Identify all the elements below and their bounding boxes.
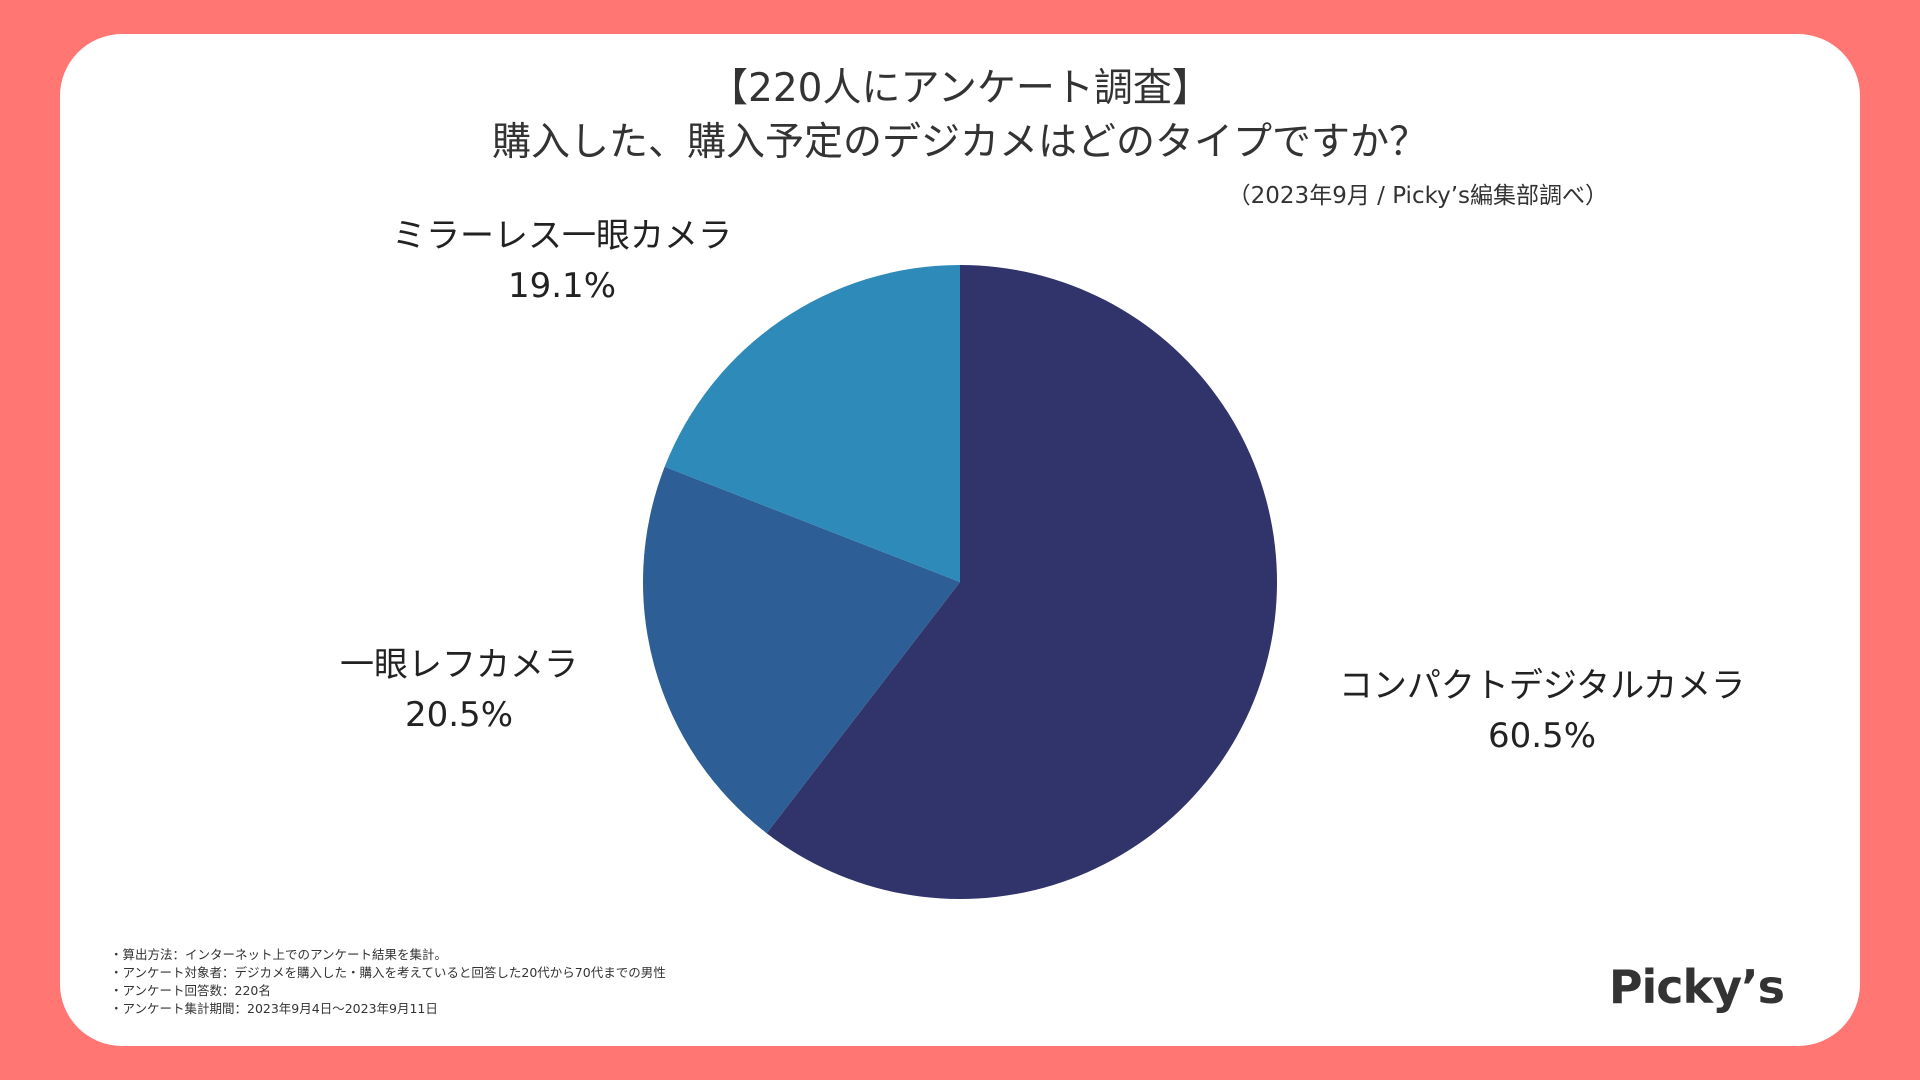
chart-title-line2: 購入した、購入予定のデジカメはどのタイプですか？	[491, 120, 1428, 165]
note-count: ・アンケート回答数：220名	[110, 983, 271, 998]
note-period: ・アンケート集計期間：2023年9月4日〜2023年9月11日	[110, 1001, 438, 1016]
pie-slice-compact	[766, 265, 1277, 899]
slice-name-compact: コンパクトデジタルカメラ	[1338, 666, 1746, 706]
slice-name-mirrorless: ミラーレス一眼カメラ	[392, 216, 732, 256]
chart-card: 【220人にアンケート調査】 購入した、購入予定のデジカメはどのタイプですか？ …	[60, 34, 1860, 1046]
note-target: ・アンケート対象者：デジカメを購入した・購入を考えていると回答した20代から70…	[110, 965, 666, 980]
slice-label-compact: コンパクトデジタルカメラ 60.5%	[1339, 661, 1745, 761]
slice-name-dslr: 一眼レフカメラ	[340, 645, 578, 685]
pickys-logo: Picky’s	[1608, 960, 1785, 1014]
pie-slice-dslr	[643, 466, 960, 834]
slice-label-mirrorless: ミラーレス一眼カメラ 19.1%	[392, 211, 732, 311]
pie-chart	[643, 265, 1277, 899]
slice-value-mirrorless: 19.1%	[507, 266, 616, 306]
chart-title-line1: 【220人にアンケート調査】	[709, 66, 1211, 111]
slice-value-compact: 60.5%	[1487, 716, 1596, 756]
survey-notes: ・算出方法：インターネット上でのアンケート結果を集計。 ・アンケート対象者：デジ…	[110, 946, 666, 1018]
note-method: ・算出方法：インターネット上でのアンケート結果を集計。	[110, 947, 448, 962]
source-note: （2023年9月 / Picky’s編集部調べ）	[1227, 183, 1608, 209]
slice-label-dslr: 一眼レフカメラ 20.5%	[340, 640, 578, 740]
slice-value-dslr: 20.5%	[404, 695, 513, 735]
pie-slice-mirrorless	[664, 265, 960, 582]
